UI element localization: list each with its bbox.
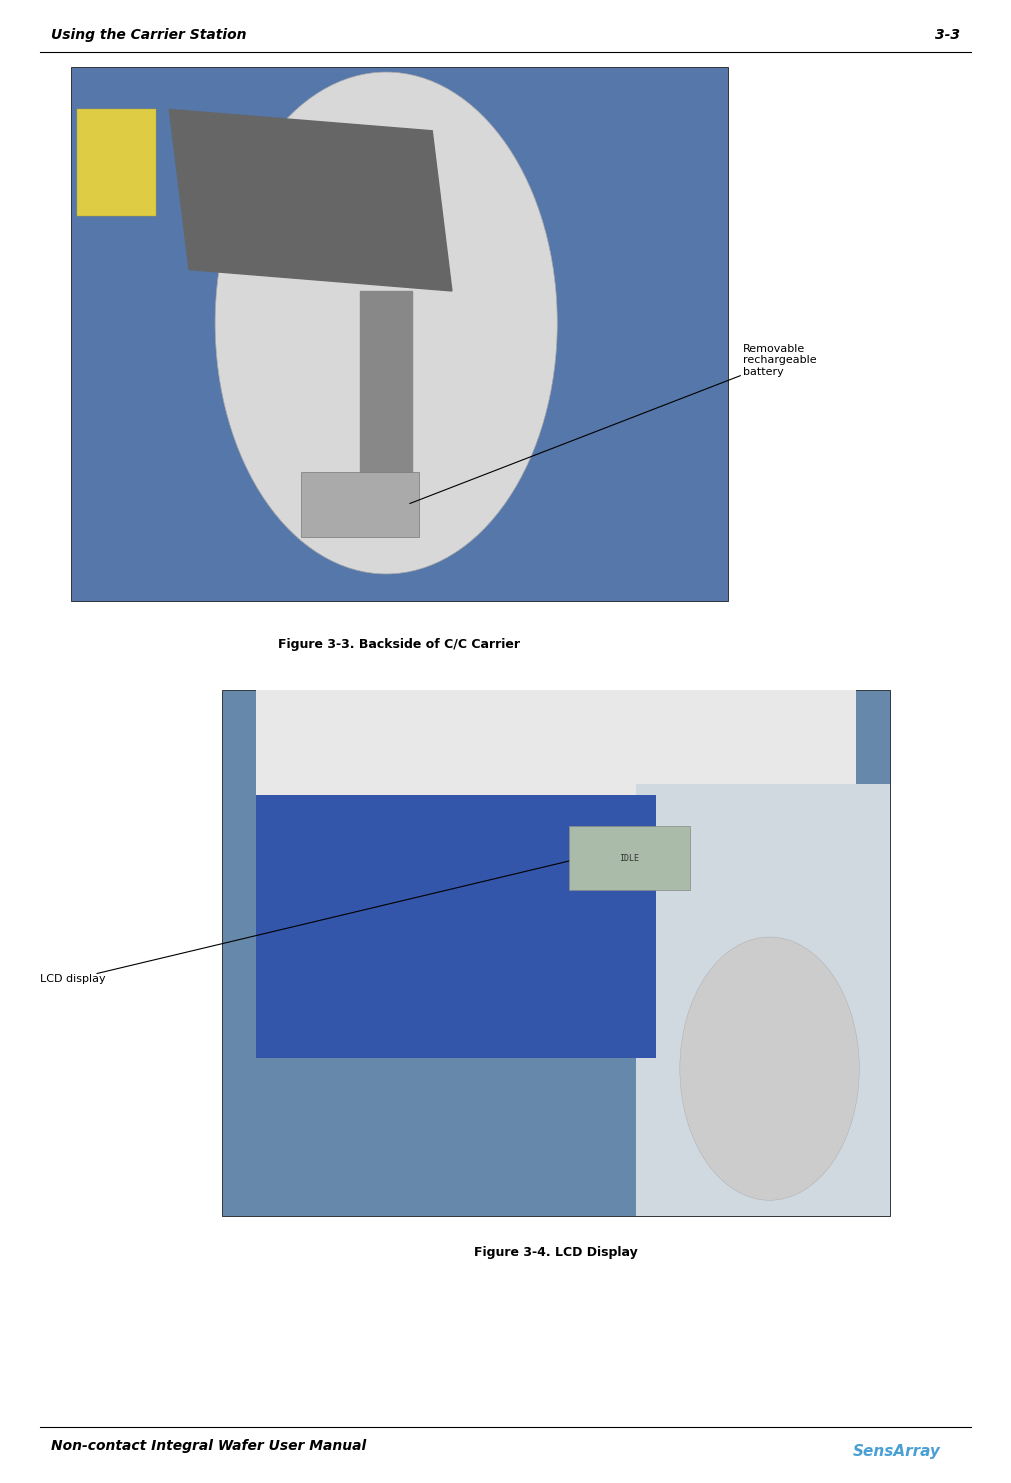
Text: Figure 3-4. LCD Display: Figure 3-4. LCD Display (474, 1246, 638, 1259)
Text: Using the Carrier Station: Using the Carrier Station (51, 28, 246, 42)
Text: SensArray: SensArray (852, 1444, 940, 1459)
Bar (222, 690, 890, 1216)
Text: IDLE: IDLE (620, 854, 639, 863)
Text: LCD display: LCD display (40, 859, 578, 985)
Circle shape (679, 937, 859, 1200)
Bar (256, 795, 656, 1059)
Bar (78, 110, 156, 217)
Circle shape (215, 73, 557, 574)
Bar (569, 826, 690, 890)
Text: 3-3: 3-3 (935, 28, 960, 42)
Polygon shape (169, 110, 452, 291)
Text: Figure 3-3. Backside of C/C Carrier: Figure 3-3. Backside of C/C Carrier (278, 638, 521, 651)
Bar (636, 785, 890, 1216)
Bar (256, 690, 856, 805)
Text: Non-contact Integral Wafer User Manual: Non-contact Integral Wafer User Manual (51, 1439, 366, 1452)
Polygon shape (360, 291, 412, 473)
Bar (301, 473, 419, 537)
Bar (71, 67, 728, 601)
Text: Removable
rechargeable
battery: Removable rechargeable battery (409, 344, 817, 504)
